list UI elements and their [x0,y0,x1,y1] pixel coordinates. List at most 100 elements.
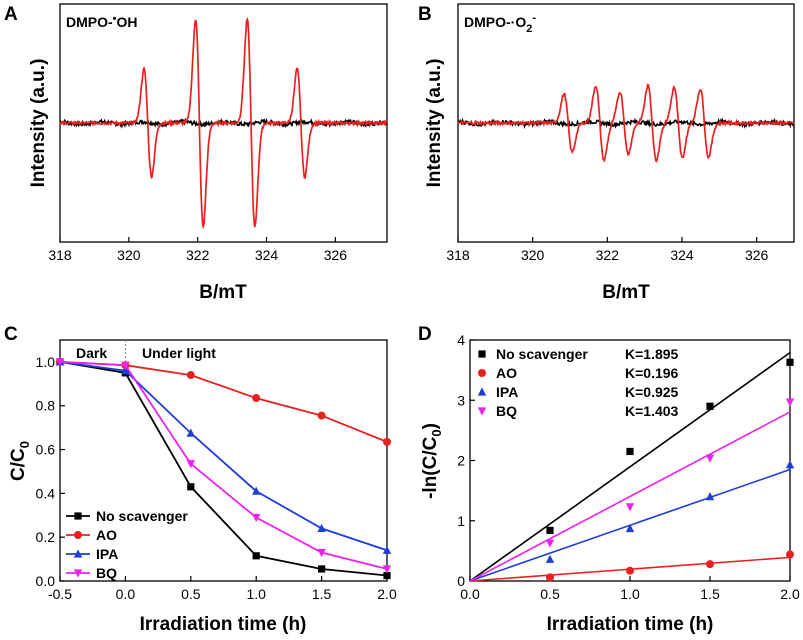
panel-d-legend-k-ao: K=0.196 [625,365,679,381]
panel-c-point-ipa-2 [186,428,195,437]
panel-c-line-bq [59,361,388,570]
panel-d-xlabel: Irradiation time (h) [547,614,714,635]
panel-c-ytick-label-2: 0.4 [36,485,56,501]
panel-d-legend: No scavenger K=1.895 AO K=0.196 IPA K=0.925 BQ… [477,346,679,419]
panel-c-point-ipa-4 [317,523,326,533]
panel-a-xtick-label-3: 324 [255,247,279,263]
panel-c-legend-marker-ipa [73,549,83,558]
panel-c: C -0.5 0.0 0.5 1.0 1.5 2.00.00.20.40.60.81.0 … [4,324,397,635]
panel-d-point-ipa-1 [625,523,635,533]
panel-d-point-bq-1 [625,503,635,512]
panel-c-frame [59,339,388,582]
panel-d-point-no-scavenger-0 [546,526,554,534]
panel-d-ylabel: -ln(C/C0) [420,423,444,499]
panel-c-light-annotation: Under light [142,345,216,361]
panel-a-lines [59,16,388,230]
panel-b: B DMPO-·O2- 318 320 322 324 326 B/mT Intensi… [418,3,795,303]
panel-c-point-bq-4 [317,548,326,558]
panel-c-legend-marker-bq [73,569,83,578]
panel-a-xtick-label-0: 318 [48,247,72,263]
panel-d-ytick-label-3: 3 [457,392,465,408]
panel-d-point-no-scavenger-2 [706,402,714,410]
panel-d-point-ipa-0 [545,554,555,563]
panel-c-point-bq-2 [186,460,195,469]
panel-c-point-ipa-5 [382,545,392,554]
panel-d-point-bq-2 [705,454,715,463]
panel-c-xtick-label-4: 1.5 [312,586,332,602]
panel-a-xlabel: B/mT [199,282,247,303]
panel-d-ytick-label-4: 4 [457,332,465,348]
panel-d-xtick-label-3: 1.5 [700,586,720,602]
panel-a-x-ticks: 318 320 322 324 326 [48,237,347,263]
panel-c-letter: C [4,324,18,345]
panel-d-ytick-label-2: 2 [457,453,465,469]
panel-c-legend: No scavenger AO IPA BQ [66,508,188,581]
panel-c-point-bq-3 [252,513,261,523]
panel-d-legend-label-ipa: IPA [496,384,518,400]
panel-a-xtick-label-4: 326 [324,247,348,263]
panel-c-series [55,357,392,580]
panel-b-xtick-label-0: 318 [446,247,470,263]
panel-c-point-no-scavenger-2 [187,483,195,491]
panel-d-point-ao-3 [786,550,794,559]
panel-d-point-ao-2 [706,560,714,569]
panel-c-axes: -0.5 0.0 0.5 1.0 1.5 2.00.00.20.40.60.81.0 [36,354,397,602]
panel-d-point-ao-0 [546,573,554,582]
panel-c-point-no-scavenger-5 [383,571,391,580]
panel-c-point-ao-2 [186,371,195,380]
panel-c-legend-label-ao: AO [96,527,117,543]
panel-c-dark-annotation: Dark [76,345,107,361]
panel-d-legend-marker-no-scavenger [478,350,486,358]
panel-d-legend-k-ipa: K=0.925 [625,384,679,400]
panel-c-point-no-scavenger-3 [252,552,260,560]
panel-d-legend-label-ao: AO [496,365,517,381]
panel-c-point-bq-5 [382,565,392,574]
panel-b-xtick-label-1: 320 [521,247,545,263]
panel-d-point-no-scavenger-1 [626,447,634,456]
panel-b-xtick-label-4: 326 [745,247,769,263]
panel-a-label: DMPO-•OH [66,13,138,30]
panel-b-xtick-label-3: 324 [670,247,694,263]
panel-d-letter: D [418,324,432,345]
panel-c-ytick-label-0: 0.0 [36,573,56,589]
panel-d-series [469,352,795,582]
panel-d-xtick-label-0: 0.0 [460,586,480,602]
panel-d-legend-k-no-scavenger: K=1.895 [625,346,679,362]
panel-d-ytick-label-0: 0 [457,573,465,589]
panel-c-xtick-label-2: 0.5 [181,586,201,602]
panel-d-point-bq-3 [785,398,795,407]
panel-d-point-ipa-3 [785,460,795,469]
panel-a-ylabel: Intensity (a.u.) [28,59,49,188]
panel-c-point-ao-3 [252,394,261,403]
panel-c-line-no-scavenger [59,361,388,577]
panel-d-legend-marker-bq [477,407,487,416]
panel-c-point-ipa-1 [121,366,130,375]
panel-c-point-bq-1 [121,361,130,370]
panel-b-x-ticks: 318 320 322 324 326 [446,237,769,263]
panel-b-xlabel: B/mT [602,282,650,303]
panel-c-point-ao-4 [317,411,326,420]
panel-d-legend-marker-ipa [477,387,487,396]
panel-a-xtick-label-2: 322 [186,247,210,263]
panel-b-ylabel: Intensity (a.u.) [424,59,445,188]
panel-c-xlabel: Irradiation time (h) [140,614,307,635]
panel-c-xtick-label-1: 0.0 [116,586,136,602]
panel-d-legend-k-bq: K=1.403 [625,403,679,419]
panel-b-xtick-label-2: 322 [596,247,620,263]
panel-c-ytick-label-1: 0.2 [36,529,56,545]
panel-d-xtick-label-1: 0.5 [540,586,560,602]
panel-d-point-ipa-2 [705,492,715,501]
panel-d: D 0.0 0.5 1.0 1.5 2.0 0 1 2 3 4 No scavenger K=1.8… [418,324,800,635]
panel-c-ytick-label-3: 0.6 [36,442,56,458]
panel-d-legend-label-bq: BQ [496,403,517,419]
panel-d-legend-marker-ao [478,369,486,377]
panel-d-point-no-scavenger-3 [786,358,794,366]
panel-c-legend-label-ipa: IPA [96,546,118,562]
panel-c-legend-label-bq: BQ [96,565,117,581]
panel-c-ytick-label-5: 1.0 [36,354,56,370]
panel-d-xtick-label-4: 2.0 [780,586,800,602]
panel-c-point-no-scavenger-4 [318,565,326,573]
panel-d-legend-label-no-scavenger: No scavenger [496,346,588,362]
panel-d-axes: 0.0 0.5 1.0 1.5 2.0 0 1 2 3 4 [457,332,800,602]
